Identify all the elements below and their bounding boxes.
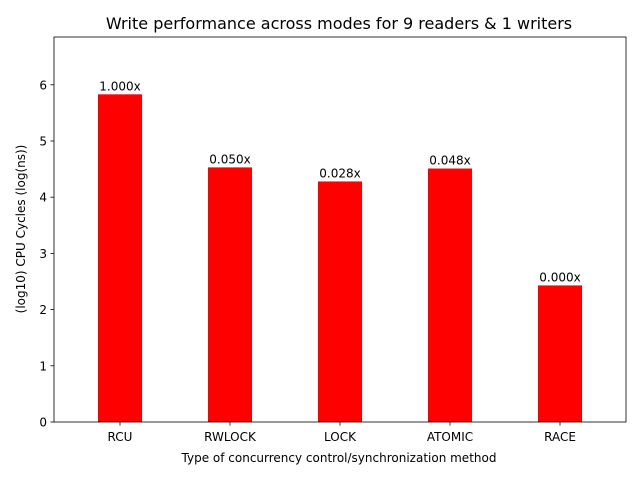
x-tick-label: RCU <box>108 430 133 444</box>
y-axis-label: (log10) CPU Cycles (log(ns)) <box>14 145 28 314</box>
y-tick-label: 2 <box>39 303 47 317</box>
x-tick-label: ATOMIC <box>427 430 473 444</box>
data-label: 0.028x <box>319 166 360 180</box>
chart-title: Write performance across modes for 9 rea… <box>106 14 572 33</box>
bar <box>318 181 362 422</box>
plot-area: 1.000x 0.050x 0.028x 0.048x 0.000x RCU RWLOCK L… <box>39 36 627 444</box>
data-label: 1.000x <box>99 79 140 93</box>
y-tick-label: 6 <box>39 78 47 92</box>
bar <box>98 94 142 423</box>
x-axis-label: Type of concurrency control/synchronizat… <box>181 451 497 465</box>
y-tick-label: 5 <box>39 134 47 148</box>
data-label: 0.050x <box>209 152 250 166</box>
data-label: 0.048x <box>429 154 470 168</box>
y-tick-label: 1 <box>39 359 47 373</box>
bar <box>538 285 582 422</box>
bar <box>428 168 472 422</box>
x-tick-label: RWLOCK <box>204 430 257 444</box>
y-tick-label: 3 <box>39 247 47 261</box>
y-tick-label: 4 <box>39 191 47 205</box>
x-tick-label: RACE <box>544 430 576 444</box>
data-label: 0.000x <box>539 270 580 284</box>
x-tick-label: LOCK <box>324 430 357 444</box>
y-tick-label: 0 <box>39 416 47 430</box>
bar <box>208 167 252 422</box>
